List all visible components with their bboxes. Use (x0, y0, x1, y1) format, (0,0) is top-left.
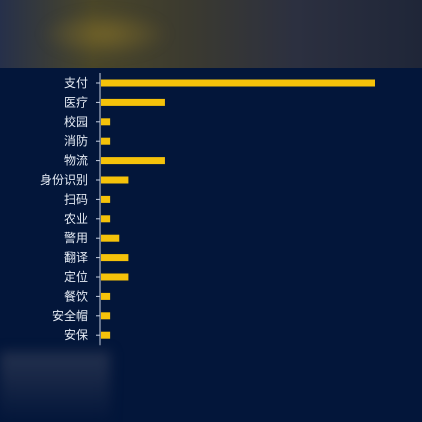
y-tick-label: 翻译 (64, 251, 88, 265)
y-tick-label: 农业 (64, 212, 88, 226)
y-tick-label: 扫码 (64, 192, 88, 206)
bar (101, 157, 165, 165)
bar (101, 215, 111, 223)
y-tick-label: 校园 (64, 114, 88, 129)
y-tick-label: 警用 (64, 230, 88, 245)
y-tick-label: 物流 (64, 154, 88, 168)
y-tick-label: 支付 (64, 76, 88, 90)
bar (101, 254, 129, 262)
y-tick-label: 安保 (64, 327, 88, 342)
y-tick-label: 定位 (64, 269, 88, 284)
y-tick-label: 医疗 (64, 95, 88, 109)
blurred-background-glow (40, 10, 170, 58)
bar (101, 98, 165, 106)
bar (101, 118, 111, 126)
bar (101, 273, 129, 281)
y-tick-label: 身份识别 (40, 172, 88, 187)
bar (101, 176, 129, 184)
chart-panel: 支付医疗校园消防物流身份识别扫码农业警用翻译定位餐饮安全帽安保 (0, 68, 422, 352)
bar (101, 331, 111, 339)
bar (101, 195, 111, 203)
blurred-background-bottom (0, 352, 110, 422)
bar (101, 137, 111, 145)
y-tick-label: 安全帽 (52, 308, 88, 323)
bar (101, 292, 111, 300)
bar (101, 312, 111, 320)
y-tick-label: 消防 (64, 133, 88, 148)
bar (101, 79, 375, 87)
y-tick-label: 餐饮 (64, 288, 88, 303)
bar (101, 234, 120, 242)
